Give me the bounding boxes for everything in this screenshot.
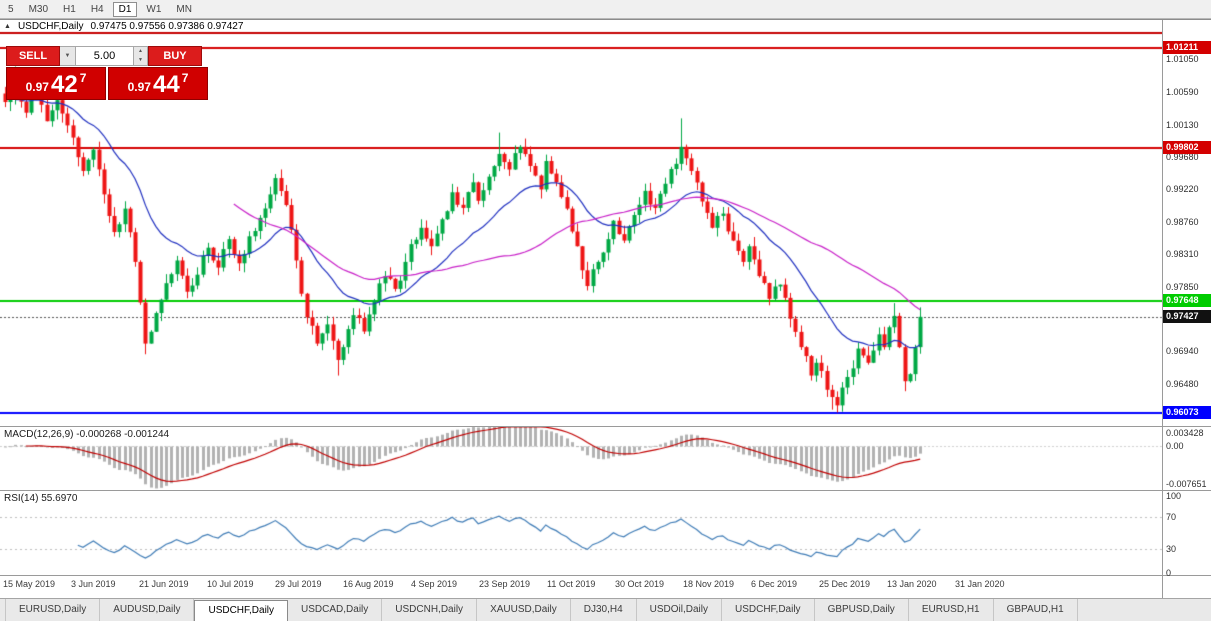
price-axis-tick: 0.96940 xyxy=(1166,346,1199,357)
price-level-label[interactable]: 0.96073 xyxy=(1163,405,1211,419)
price-axis-tick: 1.00130 xyxy=(1166,119,1199,130)
date-label: 16 Aug 2019 xyxy=(343,579,394,589)
chart-ohlc-values: 0.97475 0.97556 0.97386 0.97427 xyxy=(90,21,244,32)
date-label: 11 Oct 2019 xyxy=(547,579,596,589)
macd-indicator-canvas[interactable] xyxy=(0,427,1163,490)
price-axis-tick: 0.99220 xyxy=(1166,184,1199,195)
price-level-label[interactable]: 0.99802 xyxy=(1163,141,1211,155)
chart-tab[interactable]: EURUSD,Daily xyxy=(5,599,101,621)
sell-button[interactable]: SELL xyxy=(6,46,60,66)
date-label: 21 Jun 2019 xyxy=(139,579,189,589)
chart-tab[interactable]: USDCHF,Daily xyxy=(722,599,815,621)
rsi-pane-divider[interactable] xyxy=(0,490,1211,491)
date-axis-divider xyxy=(0,575,1211,576)
date-label: 6 Dec 2019 xyxy=(751,579,798,589)
rsi-axis-tick: 100 xyxy=(1166,491,1182,501)
stepper-up-icon[interactable]: ▲ xyxy=(138,48,143,54)
current-price-label: 0.97427 xyxy=(1163,309,1211,323)
timeframe-button-M30[interactable]: M30 xyxy=(28,3,49,15)
one-click-panel-toggle-icon[interactable]: ▲ xyxy=(4,23,11,30)
chevron-down-icon: ▼ xyxy=(64,53,71,59)
macd-axis-tick: 0.003428 xyxy=(1166,428,1204,438)
date-label: 25 Dec 2019 xyxy=(819,579,871,589)
chart-tab[interactable]: USDCAD,Daily xyxy=(288,599,383,621)
date-label: 10 Jul 2019 xyxy=(207,579,254,589)
rsi-axis-tick: 0 xyxy=(1166,568,1172,578)
price-level-label[interactable]: 1.01211 xyxy=(1163,40,1211,54)
timeframe-button-W1[interactable]: W1 xyxy=(146,3,162,15)
chart-symbol-period: USDCHF,Daily xyxy=(17,21,84,32)
date-label: 31 Jan 2020 xyxy=(955,579,1005,589)
date-label: 29 Jul 2019 xyxy=(275,579,322,589)
chart-tab[interactable]: AUDUSD,Daily xyxy=(100,599,195,621)
macd-axis-tick: -0.007651 xyxy=(1166,479,1207,489)
price-axis-tick: 0.98310 xyxy=(1166,249,1199,260)
volume-input[interactable] xyxy=(76,46,134,66)
ask-big-digits: 44 xyxy=(152,71,180,98)
volume-stepper[interactable]: ▲ ▼ xyxy=(134,46,148,66)
price-axis-separator xyxy=(1162,20,1163,599)
chart-tab[interactable]: XAUUSD,Daily xyxy=(477,599,571,621)
price-axis-tick: 0.97850 xyxy=(1166,281,1199,292)
chart-title: ▲ USDCHF,Daily 0.97475 0.97556 0.97386 0… xyxy=(4,21,243,32)
ask-price-box[interactable]: 0.97 44 7 xyxy=(108,67,208,100)
chart-tab[interactable]: EURUSD,H1 xyxy=(909,599,994,621)
chart-tab[interactable]: GBPUSD,Daily xyxy=(815,599,909,621)
rsi-axis-tick: 30 xyxy=(1166,544,1177,554)
date-label: 23 Sep 2019 xyxy=(479,579,531,589)
chart-tab[interactable]: USDCNH,Daily xyxy=(382,599,478,621)
price-axis-tick: 0.98760 xyxy=(1166,217,1199,228)
timeframe-button-H4[interactable]: H4 xyxy=(90,3,104,15)
date-label: 13 Jan 2020 xyxy=(887,579,937,589)
chart-tab[interactable]: USDOil,Daily xyxy=(637,599,722,621)
chart-window[interactable]: ▲ USDCHF,Daily 0.97475 0.97556 0.97386 0… xyxy=(0,19,1211,599)
date-label: 18 Nov 2019 xyxy=(683,579,735,589)
price-axis-tick: 1.00590 xyxy=(1166,87,1199,98)
price-axis-tick: 0.96480 xyxy=(1166,379,1199,390)
timeframe-toolbar: 5 M30 H1 H4 D1 W1 MN xyxy=(0,0,1211,19)
timeframe-button-MN[interactable]: MN xyxy=(176,3,192,15)
timeframe-button-5[interactable]: 5 xyxy=(8,3,14,15)
date-label: 3 Jun 2019 xyxy=(71,579,116,589)
price-axis-tick: 1.01050 xyxy=(1166,54,1199,65)
rsi-label: RSI(14) 55.6970 xyxy=(4,493,78,504)
date-label: 30 Oct 2019 xyxy=(615,579,665,589)
date-label: 4 Sep 2019 xyxy=(411,579,458,589)
rsi-axis-tick: 70 xyxy=(1166,512,1177,522)
timeframe-button-H1[interactable]: H1 xyxy=(63,3,76,15)
chart-tab[interactable]: DJ30,H4 xyxy=(571,599,637,621)
timeframe-button-D1[interactable]: D1 xyxy=(112,1,138,17)
macd-axis-tick: 0.00 xyxy=(1166,441,1184,452)
price-axis-tick: 0.99680 xyxy=(1166,151,1199,162)
volume-dropdown-button[interactable]: ▼ xyxy=(60,46,76,66)
ask-pipette-digit: 7 xyxy=(181,71,189,85)
macd-label: MACD(12,26,9) -0.000268 -0.001244 xyxy=(4,429,170,440)
bid-prefix: 0.97 xyxy=(25,80,49,94)
ask-prefix: 0.97 xyxy=(127,80,151,94)
rsi-indicator-canvas[interactable] xyxy=(0,491,1163,575)
buy-button[interactable]: BUY xyxy=(148,46,202,66)
bid-price-box[interactable]: 0.97 42 7 xyxy=(6,67,106,100)
chart-tab[interactable]: GBPAUD,H1 xyxy=(994,599,1078,621)
chart-tabs-bar: EURUSD,Daily AUDUSD,Daily USDCHF,Daily USDC… xyxy=(0,598,1211,621)
date-label: 15 May 2019 xyxy=(3,579,56,589)
macd-pane-divider[interactable] xyxy=(0,426,1211,427)
bid-big-digits: 42 xyxy=(50,71,78,98)
bid-pipette-digit: 7 xyxy=(79,71,87,85)
stepper-down-icon[interactable]: ▼ xyxy=(138,57,143,63)
chart-tab[interactable]: USDCHF,Daily xyxy=(194,600,289,621)
price-level-label[interactable]: 0.97648 xyxy=(1163,294,1211,308)
